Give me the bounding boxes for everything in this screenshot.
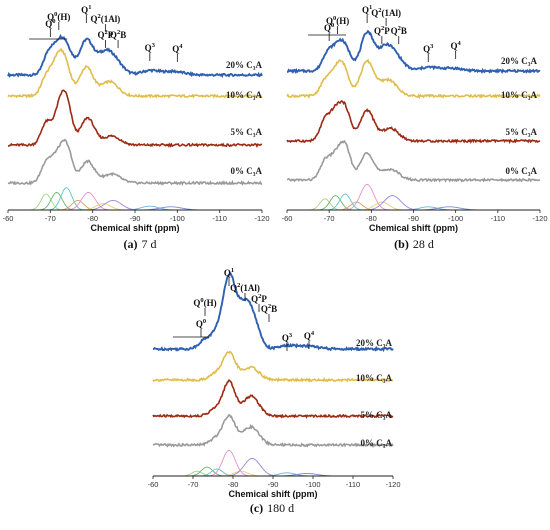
x-axis-title-c: Chemical shift (ppm) xyxy=(228,489,317,499)
spectrum-b-series-2 xyxy=(286,100,541,145)
panel-caption-a: (a) 7 d xyxy=(124,237,157,251)
x-tick-label-c-5: -110 xyxy=(346,480,360,489)
x-tick-label-a-1: -70 xyxy=(45,214,56,223)
x-tick-label-a-4: -100 xyxy=(170,214,185,223)
series-label-a-1: 10% C₃A xyxy=(226,90,262,100)
peak-annotation-c-0: Q0(H) xyxy=(193,297,216,308)
peak-annotation-a-0: Q0(H) xyxy=(47,11,70,22)
panel-caption-age-a: 7 d xyxy=(142,237,157,251)
series-label-c-1: 10% C₃A xyxy=(356,373,392,383)
x-tick-label-b-0: -60 xyxy=(282,214,293,223)
panel-caption-letter-c: (c) xyxy=(250,501,263,515)
deconvolution-component-b-5 xyxy=(287,201,540,211)
x-tick-label-b-1: -70 xyxy=(324,214,335,223)
spectrum-c-series-0 xyxy=(152,272,394,353)
x-tick-label-c-6: -120 xyxy=(385,480,400,489)
panel-caption-letter-b: (b) xyxy=(394,237,409,251)
deconvolution-component-c-3 xyxy=(153,449,393,477)
peak-annotation-c-5: Q2B xyxy=(261,303,277,314)
deconvolution-component-a-1 xyxy=(8,191,262,211)
x-tick-label-a-5: -110 xyxy=(212,214,226,223)
x-tick-label-a-0: -60 xyxy=(3,214,14,223)
deconvolution-component-a-6 xyxy=(8,199,262,211)
x-tick-label-b-2: -80 xyxy=(366,214,377,223)
x-tick-label-c-3: -90 xyxy=(268,480,279,489)
spectrum-a-series-2 xyxy=(7,89,263,148)
spectrum-c-series-3 xyxy=(152,413,394,448)
panel-a: 20% C₃A 10% C₃A 5% C₃A 0% C₃A -60 -70 -80 -90 -1… xyxy=(3,4,270,251)
series-label-b-3: 0% C₃A xyxy=(506,166,538,176)
x-tick-label-c-0: -60 xyxy=(148,480,159,489)
spectrum-c-series-2 xyxy=(152,379,394,419)
panel-caption-b: (b) 28 d xyxy=(394,237,434,251)
x-axis-title-b: Chemical shift (ppm) xyxy=(369,223,458,233)
series-label-c-3: 0% C₃A xyxy=(361,438,393,448)
peak-annotation-a-7: Q4 xyxy=(172,43,183,54)
panel-c: 20% C₃A 10% C₃A 5% C₃A 0% C₃A -60 -70 -80 -90 -1… xyxy=(148,267,401,515)
spectrum-c-series-1 xyxy=(152,350,394,383)
peak-annotation-c-6: Q3 xyxy=(282,332,293,343)
spectrum-a-series-3 xyxy=(7,138,263,187)
panel-caption-age-b: 28 d xyxy=(413,237,434,251)
x-tick-label-c-1: -70 xyxy=(188,480,199,489)
panel-caption-letter-a: (a) xyxy=(124,237,138,251)
x-tick-label-a-6: -120 xyxy=(254,214,269,223)
deconvolution-component-a-3 xyxy=(8,199,262,211)
peak-annotation-b-1: Q0 xyxy=(324,22,334,33)
peak-annotation-a-5: Q2B xyxy=(110,29,126,40)
peak-annotation-c-4: Q2P xyxy=(251,293,267,304)
peak-annotation-c-2: Q1 xyxy=(224,267,234,278)
peak-annotation-a-1: Q0 xyxy=(45,18,55,29)
x-tick-label-b-6: -120 xyxy=(532,214,547,223)
peak-annotation-b-2: Q1 xyxy=(362,4,372,15)
peak-annotation-b-6: Q3 xyxy=(423,43,434,54)
deconvolution-component-b-4 xyxy=(287,183,540,211)
peak-annotation-b-3: Q2(1Al) xyxy=(371,7,401,18)
spectrum-b-series-3 xyxy=(286,139,541,183)
x-tick-label-b-4: -100 xyxy=(448,214,463,223)
peak-annotation-b-4: Q2P xyxy=(374,25,390,36)
x-tick-label-c-4: -100 xyxy=(305,480,320,489)
deconvolution-component-c-5 xyxy=(153,457,393,477)
peak-annotation-c-1: Q0 xyxy=(196,318,206,329)
series-label-a-0: 20% C₃A xyxy=(226,60,262,70)
series-label-b-1: 10% C₃A xyxy=(501,90,537,100)
peak-annotation-a-4: Q2P xyxy=(97,29,113,40)
peak-annotation-a-3: Q2(1Al) xyxy=(90,13,120,24)
x-tick-label-b-3: -90 xyxy=(408,214,419,223)
peak-annotation-b-7: Q4 xyxy=(451,40,462,51)
peak-annotation-a-6: Q3 xyxy=(145,42,156,53)
spectrum-a-series-1 xyxy=(7,48,263,99)
peak-annotation-a-2: Q1 xyxy=(81,4,91,15)
spectrum-b-series-1 xyxy=(286,58,541,100)
peak-annotation-c-7: Q4 xyxy=(304,330,315,341)
series-label-a-3: 0% C₃A xyxy=(231,166,263,176)
x-tick-label-a-2: -80 xyxy=(87,214,98,223)
deconvolution-component-b-0 xyxy=(287,198,540,211)
x-tick-label-a-3: -90 xyxy=(130,214,141,223)
series-label-c-2: 5% C₃A xyxy=(361,410,393,420)
deconvolution-component-b-1 xyxy=(287,195,540,211)
peak-annotation-b-5: Q2B xyxy=(391,25,407,36)
series-label-b-2: 5% C₃A xyxy=(506,127,538,137)
panel-b: 20% C₃A 10% C₃A 5% C₃A 0% C₃A -60 -70 -80 -90 -1… xyxy=(282,4,548,251)
spectrum-b-series-0 xyxy=(286,29,541,75)
series-label-a-2: 5% C₃A xyxy=(231,127,263,137)
x-tick-label-b-5: -110 xyxy=(491,214,505,223)
spectrum-a-series-0 xyxy=(7,33,263,79)
x-tick-label-c-2: -80 xyxy=(228,480,239,489)
x-axis-title-a: Chemical shift (ppm) xyxy=(90,223,179,233)
series-label-c-0: 20% C₃A xyxy=(356,338,392,348)
peak-annotation-c-3: Q2(1Al) xyxy=(230,282,260,293)
peak-annotation-b-0: Q0(H) xyxy=(326,15,349,26)
series-label-b-0: 20% C₃A xyxy=(501,56,537,66)
panel-caption-age-c: 180 d xyxy=(267,501,294,515)
panel-caption-c: (c) 180 d xyxy=(250,501,294,515)
deconvolution-component-b-3 xyxy=(287,201,540,211)
